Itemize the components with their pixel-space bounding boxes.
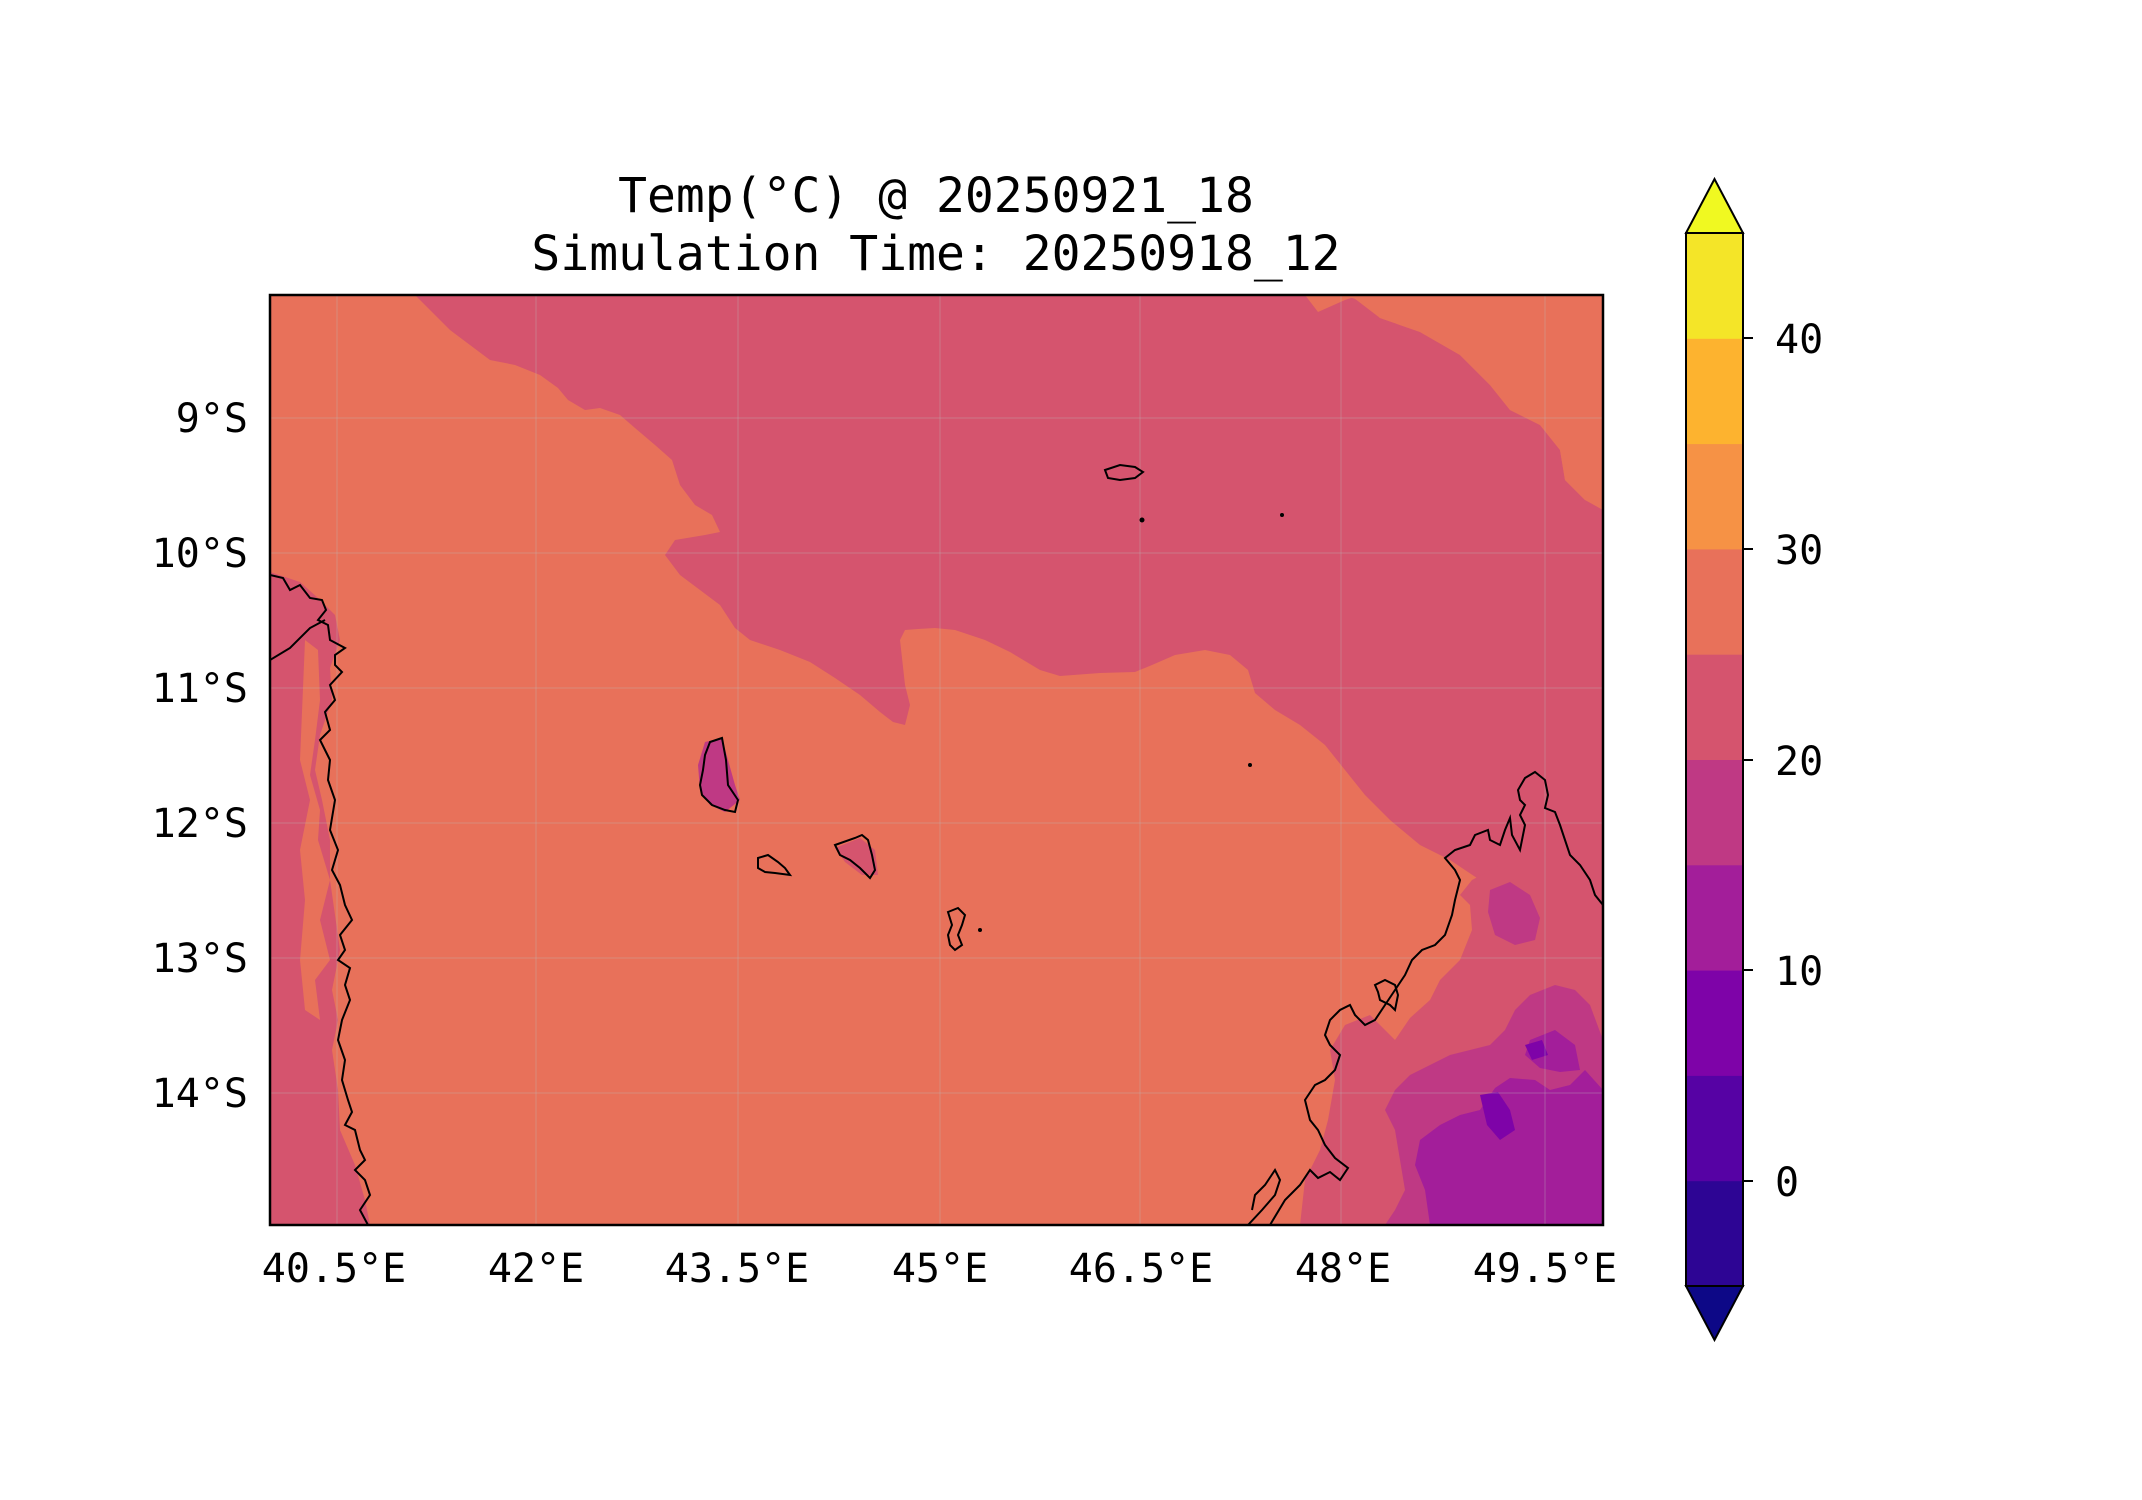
map-frame — [268, 293, 1605, 1227]
islet-marker-c — [1248, 763, 1252, 767]
coastline-madagascar — [1247, 770, 1603, 1225]
colorbar-tick-label: 30 — [1775, 528, 1823, 574]
lon-tick-label: 46.5°E — [1069, 1246, 1214, 1292]
colorbar-band — [1686, 548, 1743, 655]
colorbar-band — [1686, 759, 1743, 866]
map-title-line2: Simulation Time: 20250918_12 — [531, 226, 1340, 282]
colorbar: 40 30 20 10 0 — [1684, 176, 1823, 1343]
lon-tick-label: 43.5°E — [665, 1246, 810, 1292]
temperature-field-5-10-speck — [1525, 1040, 1548, 1060]
coastline-madagascar-islet — [1373, 978, 1400, 1013]
lat-tick-label: 10°S — [152, 531, 248, 577]
islet-marker-d — [978, 928, 982, 932]
coastline-anjouan — [833, 833, 877, 880]
map-area — [270, 295, 1603, 1225]
lat-tick-label: 11°S — [152, 666, 248, 712]
colorbar-band — [1686, 443, 1743, 550]
map-title-line1: Temp(°C) @ 20250921_18 — [618, 168, 1254, 224]
temperature-field-20-25-north — [415, 295, 1603, 1000]
islet-marker-b — [1280, 513, 1284, 517]
coastline-mayotte — [946, 906, 967, 952]
lat-tick-label: 14°S — [152, 1071, 248, 1117]
coastline-moheli — [757, 853, 793, 877]
island-grande-comore-field — [698, 738, 740, 812]
temperature-field-5-10 — [1480, 1092, 1515, 1140]
colorbar-bands — [1686, 233, 1743, 1287]
longitude-tick-labels: 40.5°E 42°E 43.5°E 45°E 46.5°E 48°E 49.5… — [262, 1246, 1618, 1292]
coastline-africa-inlet — [270, 619, 326, 661]
colorbar-tick-label: 10 — [1775, 949, 1823, 995]
lon-tick-label: 49.5°E — [1473, 1246, 1618, 1292]
colorbar-band — [1686, 654, 1743, 760]
lon-tick-label: 45°E — [892, 1246, 988, 1292]
temperature-field-25-30-northeast — [1340, 295, 1603, 510]
island-anjouan-field — [835, 838, 878, 875]
islet-marker-a — [1139, 517, 1145, 523]
temperature-field-10-15-patch — [1525, 1030, 1580, 1072]
colorbar-under-arrow — [1684, 1285, 1745, 1343]
temperature-field-10-15 — [1415, 1070, 1603, 1225]
lon-tick-label: 48°E — [1295, 1246, 1391, 1292]
colorbar-tick-label: 40 — [1775, 317, 1823, 363]
lat-tick-label: 12°S — [152, 801, 248, 847]
coastlines — [270, 463, 1603, 1225]
colorbar-ticks — [1743, 337, 1753, 1182]
coastline-africa — [270, 574, 372, 1225]
colorbar-band — [1686, 338, 1743, 445]
colorbar-band — [1686, 970, 1743, 1076]
coastline-grande-comore — [698, 736, 740, 814]
lat-tick-label: 9°S — [176, 396, 248, 442]
colorbar-tick-label: 0 — [1775, 1160, 1799, 1206]
colorbar-tick-label: 20 — [1775, 739, 1823, 785]
colorbar-band — [1686, 1075, 1743, 1182]
temperature-field-15-20-patch — [1488, 882, 1540, 945]
colorbar-band — [1686, 233, 1743, 339]
colorbar-over-arrow — [1684, 176, 1745, 234]
lat-tick-label: 13°S — [152, 936, 248, 982]
map-gridlines — [270, 295, 1603, 1225]
temperature-field-25-30-coastal-strip — [300, 640, 330, 1020]
lon-tick-label: 40.5°E — [262, 1246, 407, 1292]
colorbar-band — [1686, 1180, 1743, 1287]
latitude-tick-labels: 9°S 10°S 11°S 12°S 13°S 14°S — [152, 396, 248, 1117]
colorbar-band — [1686, 864, 1743, 971]
coastline-aldabra — [1103, 463, 1145, 482]
lon-tick-label: 42°E — [488, 1246, 584, 1292]
